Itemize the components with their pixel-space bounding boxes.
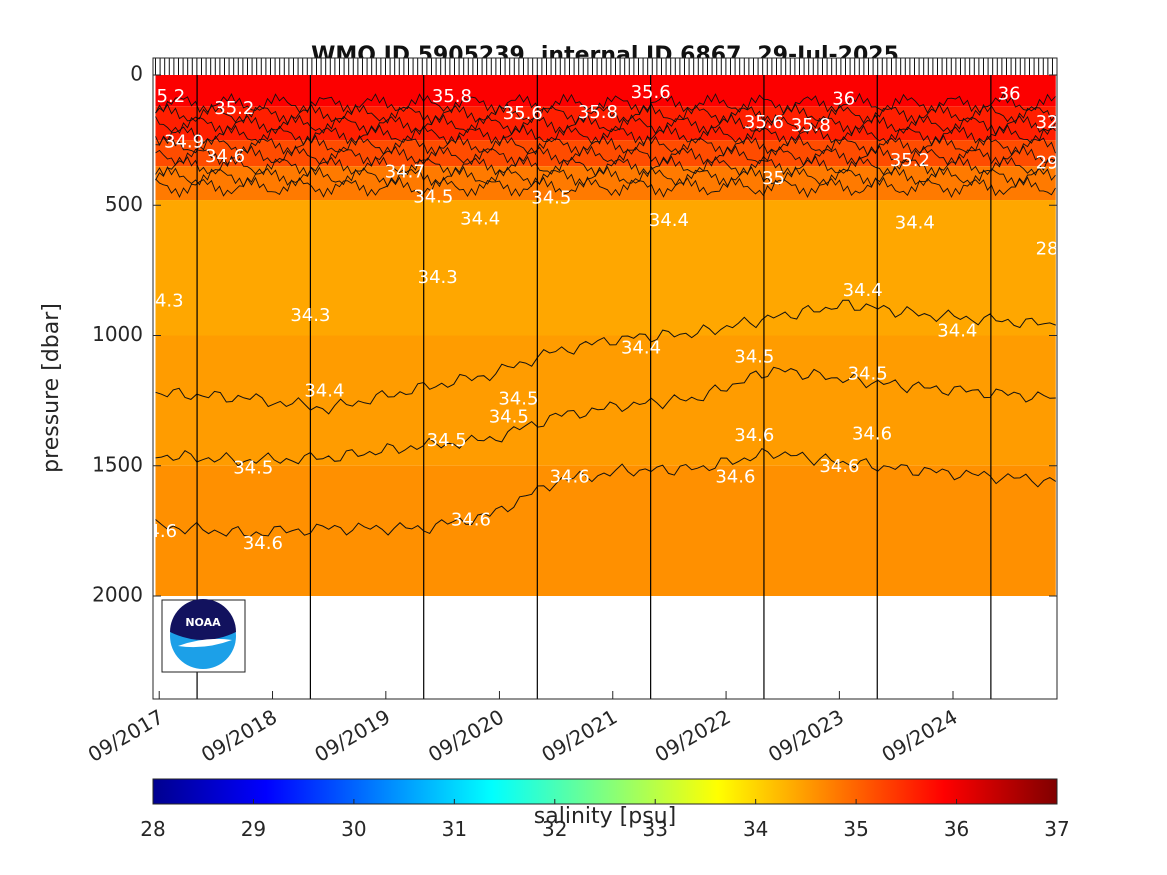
colorbar-tick-label: 34: [743, 817, 768, 841]
contour-34-6-2: [155, 447, 1057, 538]
salinity-layer-5: [155, 335, 1056, 466]
colorbar-tick-label: 30: [341, 817, 366, 841]
upper-contour-8: [155, 176, 1056, 199]
plot-frame: [152, 57, 1058, 700]
contour-label: 34.3: [144, 291, 184, 312]
upper-contour-4: [155, 134, 1056, 157]
x-tick-label: 09/2020: [424, 705, 508, 767]
colorbar: [152, 778, 1058, 805]
contour-label: 34.9: [164, 132, 204, 153]
contour-label: 34.4: [895, 212, 935, 233]
svg-text:NOAA: NOAA: [185, 616, 221, 629]
contour-34-4-0: [155, 299, 1056, 415]
x-tick-label: 09/2019: [310, 705, 394, 767]
y-tick-label: 1000: [92, 322, 143, 346]
contour-label: 35: [762, 168, 785, 189]
contour-label: 35.8: [791, 115, 831, 136]
x-tick-label: 09/2022: [651, 705, 735, 767]
contour-labels: 35.235.234.934.634.734.535.835.634.434.5…: [137, 82, 1059, 554]
contour-label: 36: [832, 89, 855, 110]
contour-label: 34.7: [385, 162, 425, 183]
contour-label: 34.6: [734, 425, 774, 446]
contour-label: 29: [1036, 153, 1059, 174]
colorbar-tick-label: 37: [1044, 817, 1069, 841]
upper-contour-0: [155, 92, 1056, 115]
salinity-field: [155, 75, 1056, 596]
y-tick-label: 1500: [92, 452, 143, 476]
contour-label: 34.5: [734, 347, 774, 368]
contour-label: 34.6: [715, 466, 755, 487]
contour-label: 34.3: [418, 267, 458, 288]
contour-label: 35.8: [432, 86, 472, 107]
contour-label: 34.5: [427, 430, 467, 451]
contour-34-5-1: [155, 366, 1056, 467]
y-tick-label: 0: [130, 62, 143, 86]
y-tick-label: 500: [105, 192, 143, 216]
upper-contour-6: [155, 155, 1056, 178]
salinity-layer-2: [155, 140, 1056, 167]
contour-label: 35.6: [744, 112, 784, 133]
contour-label: 34.4: [649, 210, 689, 231]
colorbar-ticks: 28 29 30 31 32 33 34 35 36 37: [140, 799, 1070, 841]
contour-label: 35.2: [890, 150, 930, 171]
profile-tick-marks: [154, 58, 1053, 75]
contour-label: 34.4: [460, 209, 500, 230]
contour-label: 34.5: [531, 188, 571, 209]
contour-label: 34.6: [852, 423, 892, 444]
contour-label: 34.6: [451, 509, 491, 530]
colorbar-tick-label: 33: [642, 817, 667, 841]
contour-label: 34.6: [137, 521, 177, 542]
contour-label: 35.2: [214, 98, 254, 119]
colorbar-tick-label: 31: [442, 817, 467, 841]
x-tick-label: 09/2017: [84, 705, 168, 767]
contour-label: 28: [1036, 239, 1059, 260]
upper-contour-5: [155, 144, 1056, 167]
y-axis-label: pressure [dbar]: [39, 303, 64, 473]
upper-contour-1: [155, 103, 1056, 126]
contour-label: 34.6: [205, 146, 245, 167]
contour-label: 34.5: [233, 457, 273, 478]
salinity-layer-4: [155, 200, 1056, 336]
contour-label: 32: [1036, 112, 1059, 133]
upper-contour-7: [155, 165, 1056, 188]
y-axis-ticks: 0 500 1000 1500 2000: [92, 62, 1057, 607]
contour-label: 35.6: [631, 82, 671, 103]
colorbar-tick-label: 28: [140, 817, 165, 841]
contour-label: 34.5: [498, 388, 538, 409]
y-tick-label: 2000: [92, 583, 143, 607]
contour-label: 34.4: [304, 381, 344, 402]
contour-label: 34.4: [843, 280, 883, 301]
salinity-layer-0: [155, 75, 1056, 107]
contour-label: 34.5: [848, 364, 888, 385]
contour-label: 34.6: [819, 456, 859, 477]
x-tick-label: 09/2018: [197, 705, 281, 767]
contour-lines: [155, 92, 1057, 538]
salinity-layer-6: [155, 465, 1056, 596]
x-axis-ticks: 09/2017 09/2018 09/2019 09/2020 09/2021 09/20…: [84, 691, 962, 767]
colorbar-tick-label: 32: [542, 817, 567, 841]
contour-label: 34.5: [413, 186, 453, 207]
x-tick-label: 09/2021: [537, 705, 621, 767]
contour-label: 34.4: [621, 338, 661, 359]
contour-label: 36: [998, 84, 1021, 105]
contour-label: 35.6: [503, 103, 543, 124]
contour-label: 34.6: [550, 466, 590, 487]
contour-label: 34.6: [243, 533, 283, 554]
x-tick-label: 09/2024: [878, 705, 962, 767]
contour-label: 35.2: [145, 86, 185, 107]
colorbar-tick-label: 35: [843, 817, 868, 841]
contour-label: 34.4: [937, 321, 977, 342]
upper-contour-3: [155, 124, 1056, 146]
noaa-logo: NOAA: [161, 599, 246, 673]
colorbar-tick-label: 29: [241, 817, 266, 841]
colorbar-tick-label: 36: [944, 817, 969, 841]
x-tick-label: 09/2023: [764, 705, 848, 767]
contour-label: 34.5: [489, 407, 529, 428]
contour-label: 35.8: [578, 102, 618, 123]
colorbar-label: salinity [psu]: [534, 804, 676, 829]
contour-label: 34.3: [290, 305, 330, 326]
year-divider-lines: [196, 75, 992, 699]
